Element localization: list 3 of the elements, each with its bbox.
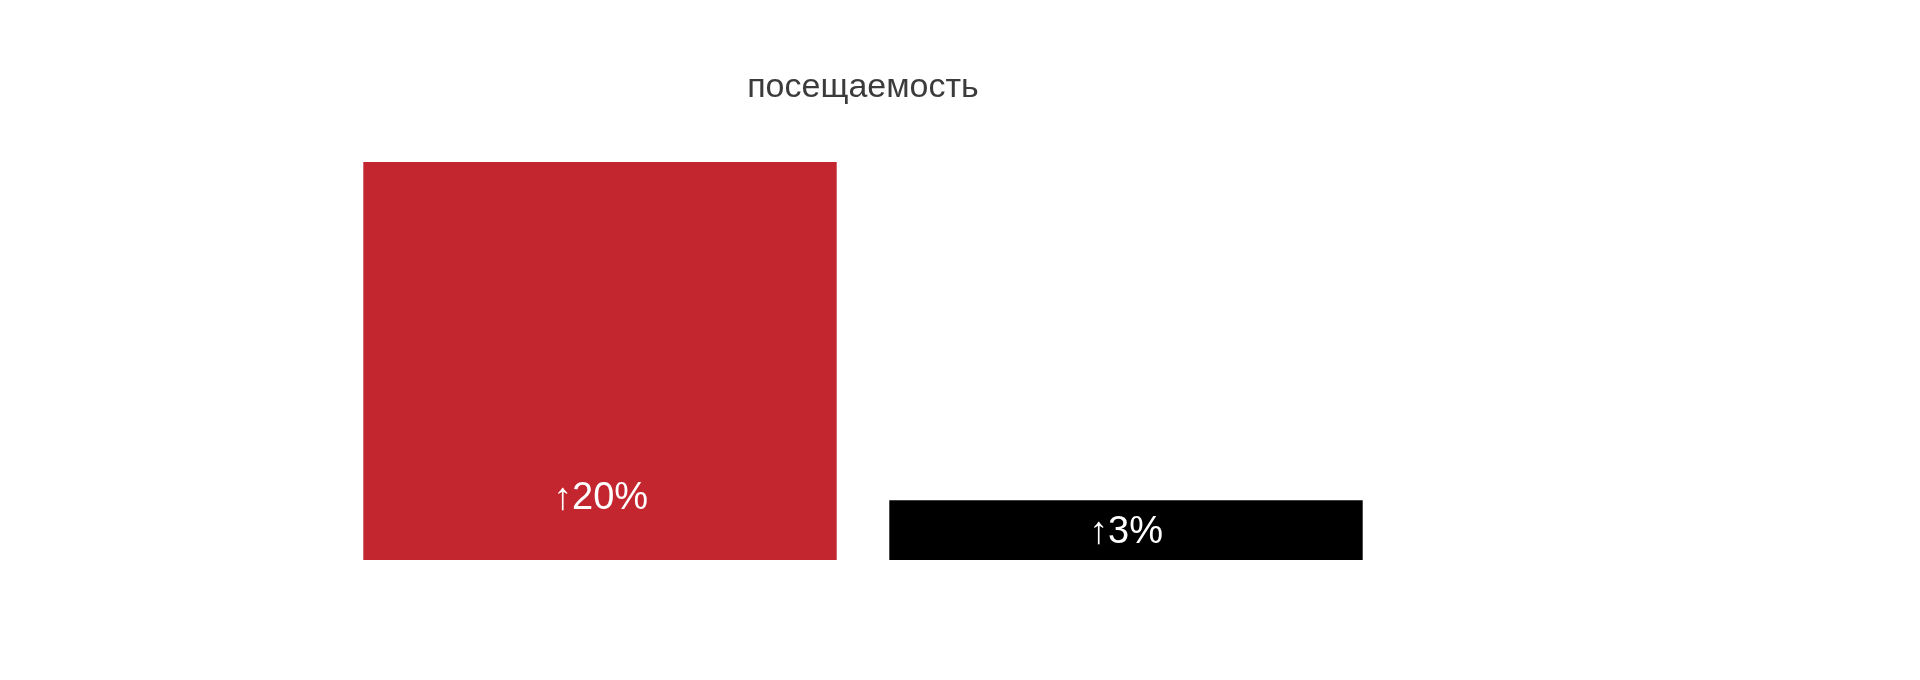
data-label: ↑20% [553, 475, 649, 517]
chart-title: посещаемость [747, 65, 979, 104]
data-label: ↑3% [1089, 509, 1163, 551]
